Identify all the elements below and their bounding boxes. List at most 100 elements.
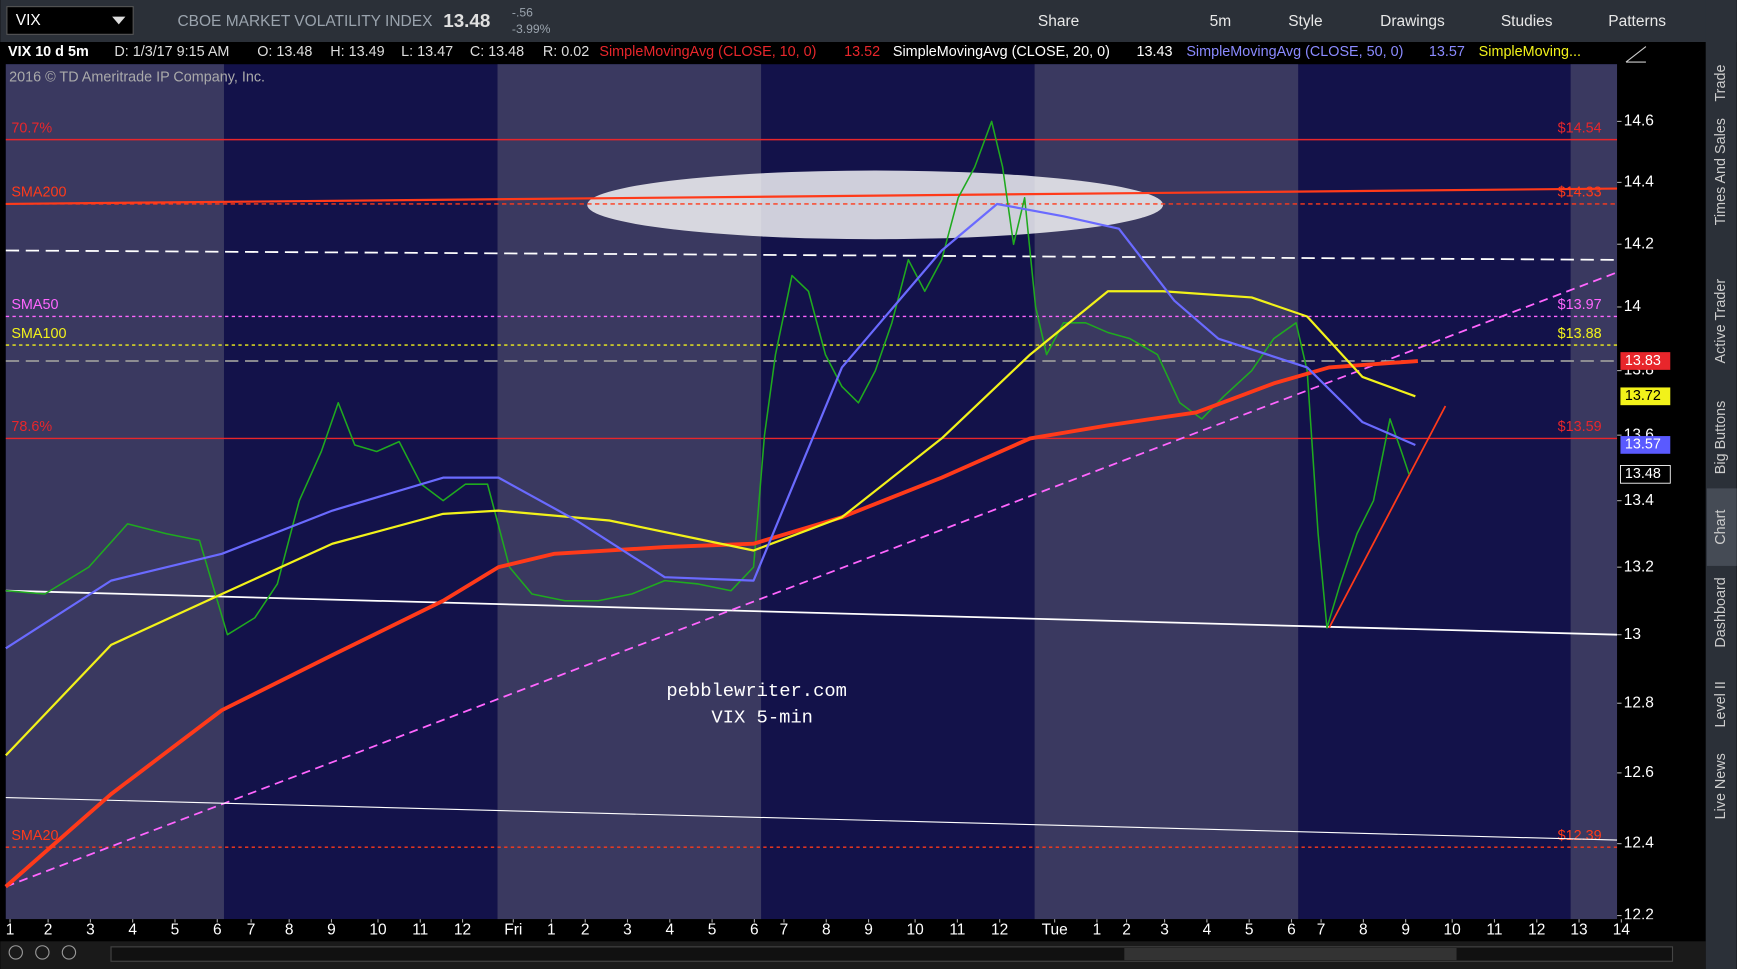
side-tab[interactable]: Active Trader bbox=[1713, 279, 1729, 364]
side-panel bbox=[1705, 0, 1737, 969]
status-item: SimpleMovingAvg (CLOSE, 50, 0) bbox=[1186, 44, 1403, 60]
price-tag bbox=[1620, 436, 1671, 454]
active-tab bbox=[1706, 488, 1737, 566]
toolbar-button[interactable]: Patterns bbox=[1608, 13, 1666, 30]
session-band bbox=[5, 64, 224, 920]
side-tab[interactable]: Level II bbox=[1713, 681, 1729, 727]
toolbar-button[interactable]: Share bbox=[1038, 13, 1079, 30]
side-tab[interactable]: Live News bbox=[1713, 753, 1729, 819]
toolbar-button[interactable]: 5m bbox=[1210, 13, 1232, 30]
x-tick-label: 11 bbox=[1486, 921, 1502, 938]
x-tick-label: 2 bbox=[44, 921, 53, 938]
level-label: SMA100 bbox=[11, 326, 66, 342]
x-tick-label: 6 bbox=[1287, 921, 1296, 938]
x-tick-label: 4 bbox=[1203, 921, 1212, 938]
trend-line bbox=[5, 796, 1618, 841]
x-tick-label: 2 bbox=[581, 921, 590, 938]
x-tick-label: 12 bbox=[1528, 921, 1545, 938]
x-tick-label: 6 bbox=[750, 921, 759, 938]
status-item: O: 13.48 bbox=[257, 44, 312, 60]
price-line bbox=[4, 359, 1419, 889]
status-item: L: 13.47 bbox=[401, 44, 453, 60]
x-tick-label: 5 bbox=[1245, 921, 1254, 938]
y-tick-label: 14.2 bbox=[1624, 235, 1654, 252]
status-line bbox=[0, 42, 1618, 65]
x-tick-label: 7 bbox=[247, 921, 256, 938]
price-tag bbox=[1620, 352, 1671, 370]
symbol-box[interactable] bbox=[6, 6, 134, 35]
x-tick-label: 11 bbox=[412, 921, 428, 938]
status-item: 13.57 bbox=[1429, 44, 1465, 60]
price-tag-label: 13.72 bbox=[1625, 388, 1661, 404]
copyright: 2016 © TD Ameritrade IP Company, Inc. bbox=[9, 69, 265, 85]
axis-icon[interactable] bbox=[1625, 46, 1647, 63]
price-line bbox=[5, 120, 1410, 636]
y-tick-label: 13 bbox=[1624, 626, 1641, 643]
price-tag bbox=[1620, 465, 1671, 484]
price-line bbox=[5, 202, 1416, 650]
status-item: SimpleMovingAvg (CLOSE, 10, 0) bbox=[599, 44, 816, 60]
status-item: C: 13.48 bbox=[470, 44, 524, 60]
x-tick-label: 10 bbox=[369, 921, 387, 938]
price-tag-label: 13.57 bbox=[1625, 437, 1661, 453]
watermark: VIX 5-min bbox=[711, 707, 813, 729]
side-tab[interactable]: Big Buttons bbox=[1713, 401, 1729, 475]
time-axis bbox=[0, 919, 1706, 942]
x-tick-label: 10 bbox=[906, 921, 924, 938]
x-tick-label: 10 bbox=[1444, 921, 1462, 938]
symbol: VIX bbox=[16, 12, 42, 29]
x-tick-label: 9 bbox=[1401, 921, 1410, 938]
watermark: pebblewriter.com bbox=[666, 680, 847, 702]
status-item: D: 1/3/17 9:15 AM bbox=[114, 44, 229, 60]
y-tick-label: 14 bbox=[1624, 298, 1642, 315]
x-tick-label: 8 bbox=[1359, 921, 1368, 938]
x-tick-label: 1 bbox=[1093, 921, 1102, 938]
zoom-out-icon[interactable] bbox=[61, 945, 77, 960]
x-tick-label: 8 bbox=[822, 921, 831, 938]
x-tick-label: 9 bbox=[327, 921, 336, 938]
level-price: $14.33 bbox=[1558, 185, 1602, 201]
price-line bbox=[5, 290, 1416, 757]
level-price: $13.97 bbox=[1558, 297, 1602, 313]
pct-change: -3.99% bbox=[512, 22, 551, 36]
level-label: 78.6% bbox=[11, 419, 52, 435]
side-tab[interactable]: Times And Sales bbox=[1713, 118, 1729, 225]
dropdown-arrow bbox=[112, 16, 126, 25]
toolbar-button[interactable]: Drawings bbox=[1380, 13, 1445, 30]
trend-line bbox=[5, 249, 1618, 261]
side-tab[interactable]: Chart bbox=[1713, 510, 1729, 545]
x-tick-label: 7 bbox=[780, 921, 789, 938]
y-tick-label: 13.2 bbox=[1624, 558, 1654, 575]
net-change: -.56 bbox=[512, 6, 533, 20]
x-tick-label: 13 bbox=[1570, 921, 1587, 938]
toolbar-button[interactable]: Studies bbox=[1501, 13, 1553, 30]
x-tick-label: 3 bbox=[86, 921, 95, 938]
price-tag bbox=[1620, 387, 1671, 406]
trend-line bbox=[5, 187, 1618, 206]
status-item: SimpleMoving... bbox=[1479, 44, 1581, 60]
status-item: 13.52 bbox=[844, 44, 880, 60]
x-tick-label: 1 bbox=[547, 921, 556, 938]
y-tick-label: 14.4 bbox=[1624, 173, 1655, 190]
side-tab[interactable]: Dashboard bbox=[1713, 577, 1729, 647]
y-tick-label: 13.4 bbox=[1624, 492, 1655, 509]
side-tab[interactable]: Trade bbox=[1713, 65, 1729, 102]
toolbar bbox=[0, 0, 1737, 43]
level-label: 70.7% bbox=[11, 120, 52, 136]
y-tick-label: 14.6 bbox=[1624, 113, 1654, 130]
x-tick-label: 14 bbox=[1613, 921, 1631, 938]
x-tick-label: 1 bbox=[6, 921, 15, 938]
session-band bbox=[1570, 64, 1618, 920]
toolbar-button[interactable]: Style bbox=[1288, 13, 1322, 30]
trend-line bbox=[1328, 405, 1447, 629]
zoom-in-icon[interactable] bbox=[35, 945, 50, 960]
zoom-icon[interactable] bbox=[8, 945, 23, 960]
scroll-thumb[interactable] bbox=[1124, 947, 1457, 961]
x-tick-label: 5 bbox=[171, 921, 180, 938]
x-tick-label: 11 bbox=[949, 921, 965, 938]
y-tick-label: 12.4 bbox=[1624, 835, 1655, 852]
x-tick-label: 12 bbox=[991, 921, 1008, 938]
x-tick-label: 8 bbox=[285, 921, 294, 938]
